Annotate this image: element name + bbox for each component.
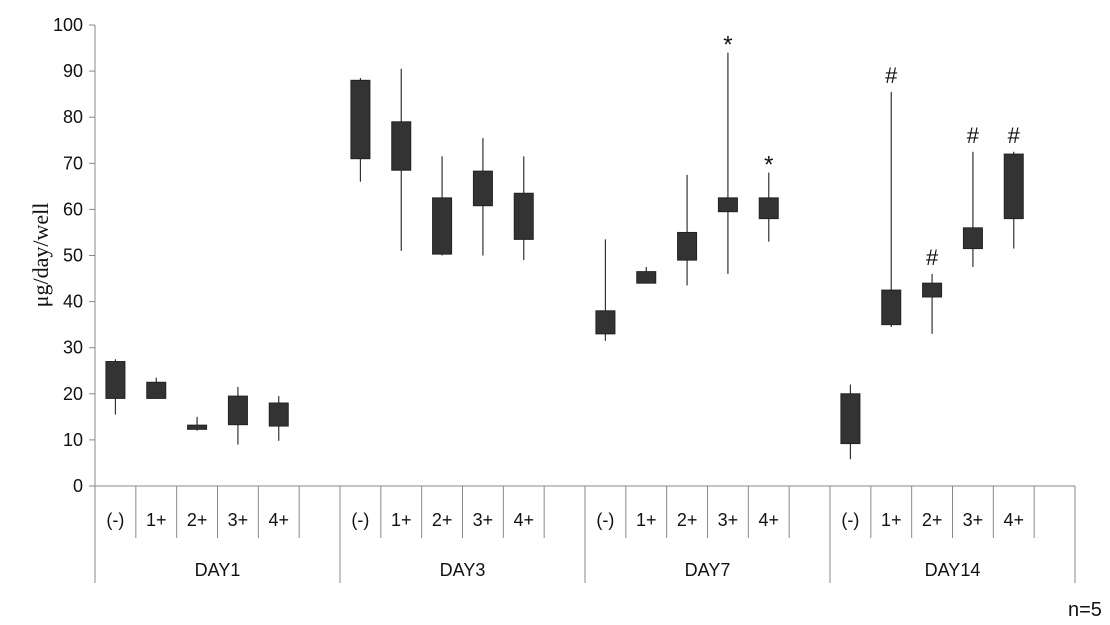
box — [350, 79, 371, 160]
category-label: 4+ — [513, 510, 534, 530]
y-tick-label: 80 — [63, 107, 83, 127]
box — [881, 289, 902, 326]
box — [391, 121, 412, 171]
group-label: DAY3 — [440, 560, 486, 580]
box — [636, 271, 657, 284]
y-tick-label: 0 — [73, 476, 83, 496]
category-label: 1+ — [146, 510, 167, 530]
y-tick-label: 70 — [63, 153, 83, 173]
box — [432, 197, 453, 255]
y-tick-label: 50 — [63, 246, 83, 266]
sample-size-note: n=5 — [1068, 599, 1102, 621]
box — [227, 395, 248, 426]
box — [513, 192, 534, 240]
category-label: 2+ — [922, 510, 943, 530]
box — [922, 282, 943, 298]
y-tick-label: 60 — [63, 199, 83, 219]
category-label: 3+ — [228, 510, 249, 530]
significance-mark: # — [926, 245, 939, 270]
category-label: 4+ — [1003, 510, 1024, 530]
box — [677, 231, 698, 261]
box — [717, 197, 738, 213]
y-axis-label: μg/day/well — [28, 203, 53, 308]
group-label: DAY14 — [925, 560, 981, 580]
category-label: 1+ — [636, 510, 657, 530]
box-series: * * # # # # — [105, 32, 1024, 460]
category-label: (-) — [596, 510, 614, 530]
y-axis-ticks: 0 10 20 30 40 50 60 70 80 90 100 — [53, 15, 95, 496]
y-tick-label: 90 — [63, 61, 83, 81]
category-label: 3+ — [473, 510, 494, 530]
box — [187, 424, 208, 430]
y-tick-label: 30 — [63, 338, 83, 358]
category-label: 2+ — [677, 510, 698, 530]
significance-mark: # — [885, 63, 898, 88]
significance-mark: # — [967, 123, 980, 148]
y-tick-label: 100 — [53, 15, 83, 35]
category-label: 4+ — [268, 510, 289, 530]
y-tick-label: 20 — [63, 384, 83, 404]
category-label: (-) — [841, 510, 859, 530]
box — [840, 393, 861, 445]
category-label: 3+ — [963, 510, 984, 530]
group-label: DAY1 — [195, 560, 241, 580]
box — [595, 310, 616, 335]
y-tick-label: 10 — [63, 430, 83, 450]
category-label: (-) — [106, 510, 124, 530]
significance-mark: # — [1008, 123, 1021, 148]
category-label: 1+ — [391, 510, 412, 530]
box — [472, 170, 493, 207]
category-label: 2+ — [432, 510, 453, 530]
significance-mark: * — [764, 152, 773, 179]
category-label: 2+ — [187, 510, 208, 530]
category-label: 1+ — [881, 510, 902, 530]
box — [1003, 153, 1024, 220]
box — [146, 381, 167, 399]
box — [105, 361, 126, 399]
category-label: (-) — [351, 510, 369, 530]
category-label: 4+ — [758, 510, 779, 530]
x-axis-categories: (-) 1+ 2+ 3+ 4+ DAY1 (-) 1+ 2+ 3+ 4+ DAY3 (-) 1+ 2+ 3+ 4… — [94, 486, 1076, 583]
box — [758, 197, 779, 220]
y-tick-label: 40 — [63, 292, 83, 312]
box — [962, 227, 983, 250]
category-label: 3+ — [718, 510, 739, 530]
significance-mark: * — [723, 32, 732, 59]
box — [268, 402, 289, 427]
group-label: DAY7 — [685, 560, 731, 580]
